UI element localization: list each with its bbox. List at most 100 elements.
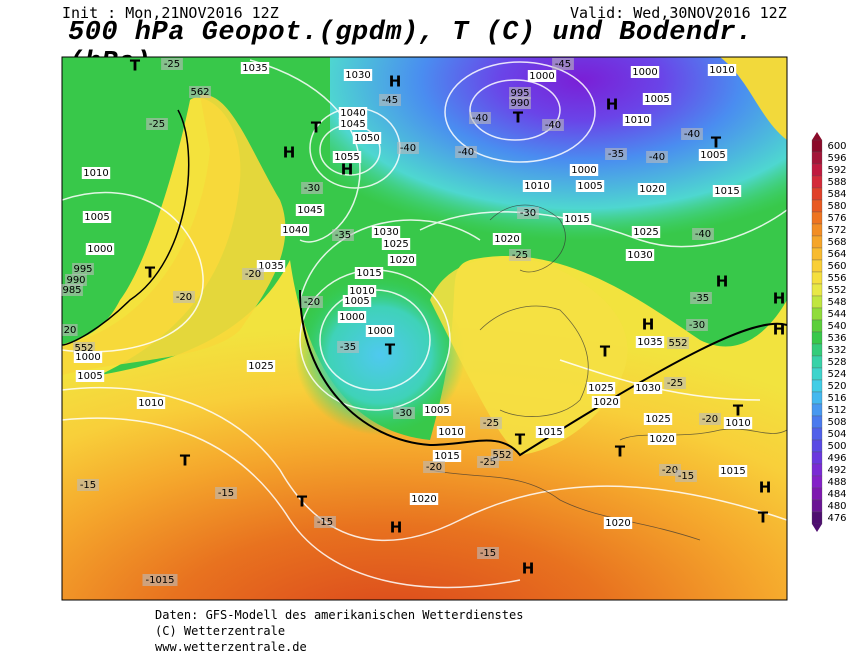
- label-box: [686, 319, 708, 331]
- isobar-label: 1010: [138, 398, 163, 409]
- label-box: [343, 69, 373, 81]
- colorbar-swatch: [811, 235, 823, 249]
- pressure-center: T: [145, 264, 156, 282]
- valid-time: Valid: Wed,30NOV2016 12Z: [570, 4, 787, 22]
- label-box: [527, 70, 557, 82]
- isobar-label: 1015: [434, 451, 459, 462]
- temperature-label: -35: [335, 230, 351, 241]
- temperature-label: -20: [702, 414, 718, 425]
- label-box: [337, 311, 367, 323]
- colorbar-swatch: [811, 331, 823, 345]
- temperature-label: 990: [66, 275, 85, 286]
- colorbar-swatch: [811, 247, 823, 261]
- temperature-label: 995: [73, 264, 92, 275]
- label-box: [409, 493, 439, 505]
- label-box: [569, 164, 599, 176]
- colorbar-label: 572: [827, 225, 846, 236]
- isobar-label: 1000: [367, 326, 392, 337]
- colorbar-label: 500: [827, 441, 846, 452]
- label-box: [699, 413, 721, 425]
- label-box: [635, 336, 665, 348]
- colorbar-label: 568: [827, 237, 846, 248]
- temperature-label: 552: [74, 343, 93, 354]
- label-box: [603, 517, 633, 529]
- temperature-label: 995: [510, 88, 529, 99]
- pressure-center: T: [711, 134, 722, 152]
- colorbar-swatch: [811, 379, 823, 393]
- colorbar-swatch: [811, 427, 823, 441]
- temperature-label: -40: [684, 129, 700, 140]
- pressure-center: H: [606, 96, 619, 114]
- colorbar-label: 520: [827, 381, 846, 392]
- temperature-label: -40: [545, 120, 561, 131]
- isobar-label: 1040: [282, 225, 307, 236]
- isobar-label: 1020: [649, 434, 674, 445]
- colorbar-swatch: [811, 475, 823, 489]
- temperature-label: -45: [555, 59, 571, 70]
- isobar-label: 1020: [411, 494, 436, 505]
- isobar-label: 1040: [340, 108, 365, 119]
- label-box: [664, 377, 686, 389]
- isobar-label: 1020: [494, 234, 519, 245]
- label-box: [723, 417, 753, 429]
- label-box: [215, 487, 237, 499]
- temperature-label: 552: [668, 338, 687, 349]
- map-title: 500 hPa Geopot.(gpdm), T (C) und Bodendr…: [68, 18, 753, 78]
- label-box: [85, 243, 115, 255]
- isobar-label: 1005: [424, 405, 449, 416]
- isobar-label: 1010: [524, 181, 549, 192]
- label-box: [146, 118, 168, 130]
- label-box: [387, 254, 417, 266]
- colorbar-label: 508: [827, 417, 846, 428]
- colorbar-swatch: [811, 319, 823, 333]
- temperature-label: -25: [667, 378, 683, 389]
- label-box: [522, 180, 552, 192]
- colorbar-swatch: [811, 259, 823, 273]
- isobar-label: 1000: [339, 312, 364, 323]
- colorbar-swatch: [811, 175, 823, 189]
- isobar-label: 1025: [383, 239, 408, 250]
- label-box: [77, 479, 99, 491]
- init-time: Init : Mon,21NOV2016 12Z: [62, 4, 279, 22]
- isobar-label: 1015: [714, 186, 739, 197]
- temperature-label: -40: [695, 229, 711, 240]
- colorbar-swatch: [811, 151, 823, 165]
- colorbar-label: 556: [827, 273, 846, 284]
- temperature-label: -20: [304, 297, 320, 308]
- temperature-label: -15: [480, 548, 496, 559]
- label-box: [173, 291, 195, 303]
- label-box: [698, 149, 728, 161]
- label-box: [240, 62, 270, 74]
- temperature-label: 20: [64, 325, 77, 336]
- isobar-label: 1025: [645, 414, 670, 425]
- label-box: [631, 226, 661, 238]
- label-box: [625, 249, 655, 261]
- label-box: [633, 382, 663, 394]
- pressure-center: H: [522, 560, 535, 578]
- label-box: [491, 449, 513, 461]
- colorbar-label: 564: [827, 249, 846, 260]
- map-field: [62, 57, 787, 600]
- isobar-label: 1045: [297, 205, 322, 216]
- label-box: [480, 417, 502, 429]
- temperature-label: -25: [149, 119, 165, 130]
- temperature-label: -35: [340, 342, 356, 353]
- temperature-label: 990: [510, 98, 529, 109]
- label-box: [280, 224, 310, 236]
- label-box: [295, 204, 325, 216]
- label-box: [342, 295, 372, 307]
- label-box: [81, 167, 111, 179]
- temperature-label: -40: [458, 147, 474, 158]
- temperature-label: -20: [662, 465, 678, 476]
- pressure-center: T: [513, 109, 524, 127]
- isobar-label: 1030: [635, 383, 660, 394]
- label-box: [605, 148, 627, 160]
- pressure-center: H: [759, 479, 772, 497]
- isobar-label: 1000: [571, 165, 596, 176]
- temperature-label: -15: [218, 488, 234, 499]
- label-box: [509, 97, 531, 109]
- colorbar-label: 496: [827, 453, 846, 464]
- label-box: [397, 142, 419, 154]
- label-box: [718, 465, 748, 477]
